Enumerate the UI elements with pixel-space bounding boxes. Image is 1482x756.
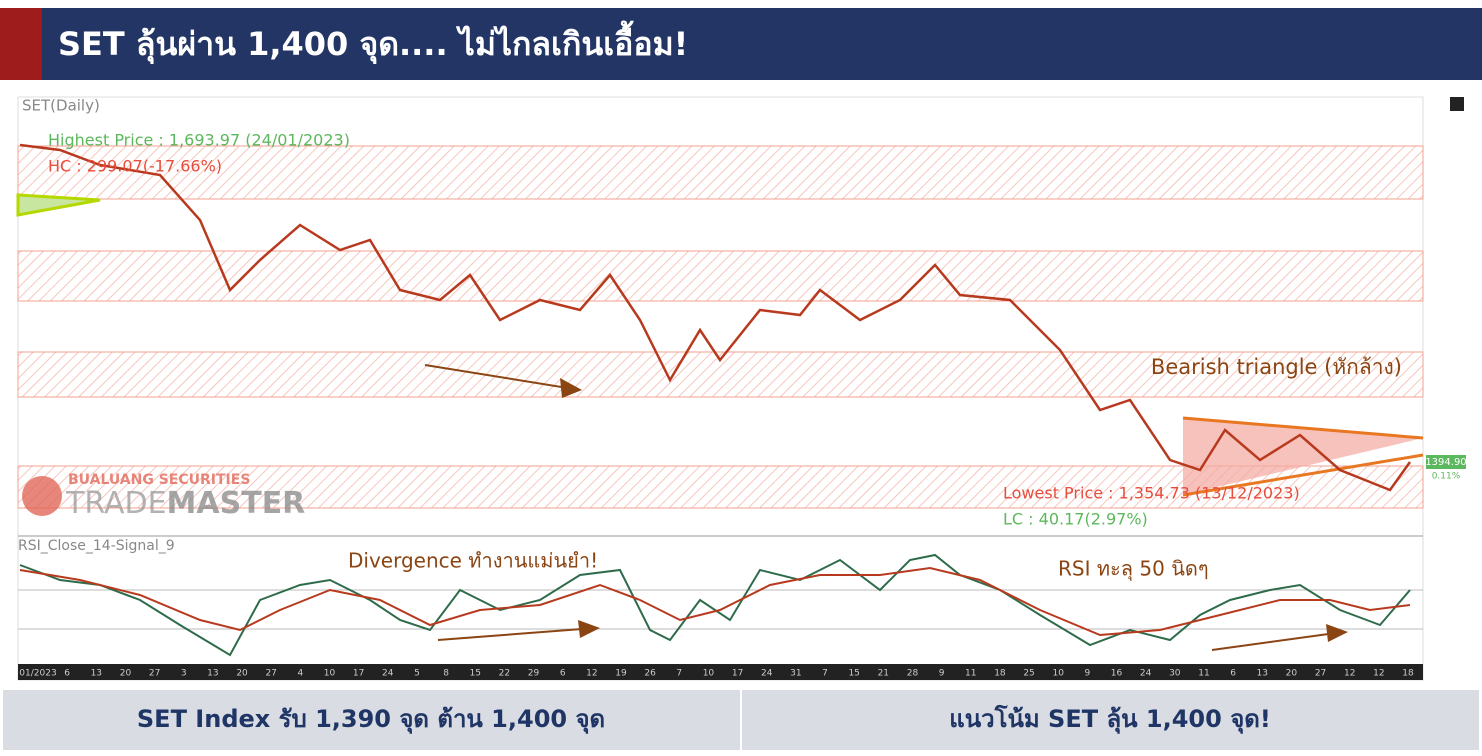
x-tick-label: 20 [1286,669,1298,679]
x-tick-label: 13 [91,669,102,679]
annotation: LC : 40.17(2.97%) [1003,510,1148,529]
x-tick-label: 18 [994,669,1006,679]
x-tick-label: 24 [761,669,773,679]
x-tick-label: 20 [120,669,132,679]
x-tick-label: 12 [1373,669,1384,679]
panel-label: SET(Daily) [22,97,100,115]
x-tick-label: 7 [822,669,828,679]
x-tick-label: 15 [848,669,859,679]
logo-company: BUALUANG SECURITIES [68,472,250,488]
logo-brand: TRADEMASTER [65,486,305,521]
footer-cell [3,690,740,750]
arrowhead [1326,624,1348,642]
x-tick-label: 27 [149,669,160,679]
x-tick-label: 01/2023 [19,669,56,679]
arrow [424,364,581,391]
price-tag-bg [1426,455,1466,469]
rsi-line [19,553,1411,657]
annotation: RSI ทะลุ 50 นิดๆ [1058,557,1209,582]
x-tick-label: 12 [586,669,597,679]
x-tick-label: 16 [1111,669,1123,679]
x-tick-label: 15 [470,669,481,679]
arrowhead [578,620,600,638]
arrow [437,627,596,641]
header-bar [0,8,1482,80]
x-tick-label: 6 [64,669,70,679]
x-tick-label: 18 [1402,669,1414,679]
x-tick-label: 9 [1084,669,1090,679]
x-tick-label: 19 [615,669,627,679]
x-tick-label: 25 [1023,669,1034,679]
x-tick-label: 11 [965,669,976,679]
annotation: Divergence ทำงานแม่นยำ! [348,549,598,573]
annotation: HC : 299.07(-17.66%) [48,157,222,176]
rsi-signal [19,566,1411,637]
x-tick-label: 12 [1344,669,1355,679]
x-tick-label: 5 [414,669,420,679]
band [17,250,1424,302]
x-tick-label: 17 [353,669,364,679]
x-tick-label: 27 [1315,669,1326,679]
annotation: Bearish triangle (หักล้าง) [1151,355,1402,379]
x-tick-label: 13 [1257,669,1268,679]
x-tick-label: 20 [236,669,248,679]
x-tick-label: 8 [443,669,449,679]
x-tick-label: 10 [324,669,336,679]
band [17,145,1424,200]
x-tick-label: 31 [790,669,801,679]
header-accent [0,8,42,80]
footer-text: แนวโน้ม SET ลุ้น 1,400 จุด! [949,704,1271,735]
x-tick-label: 24 [1140,669,1152,679]
close-button[interactable] [1450,97,1464,111]
x-tick-label: 10 [1052,669,1064,679]
wedge [16,193,101,217]
header-title: SET ลุ้นผ่าน 1,400 จุด.... ไม่ไกลเกินเอื… [58,20,688,65]
x-tick-label: 26 [644,669,656,679]
footer-cell [742,690,1479,750]
x-tick-label: 9 [939,669,945,679]
change-tag: 0.11% [1432,472,1461,482]
price-line [19,143,1412,492]
x-tick-label: 29 [528,669,540,679]
triangle [1183,418,1423,495]
x-tick-label: 24 [382,669,394,679]
triangle-edge [1182,453,1424,497]
logo-brand-b: MASTER [167,486,306,521]
x-tick-label: 11 [1198,669,1209,679]
logo: BUALUANG SECURITIES TRADEMASTER [22,472,305,521]
x-tick-label: 17 [732,669,743,679]
logo-mark [22,476,62,516]
price-tag: 1394.90 [1425,457,1466,468]
x-tick-label: 13 [207,669,218,679]
annotation: Lowest Price : 1,354.73 (13/12/2023) [1003,484,1300,503]
x-tick-label: 6 [1230,669,1236,679]
arrowhead [560,378,582,398]
annotation: Highest Price : 1,693.97 (24/01/2023) [48,131,350,150]
triangle-edge [1182,416,1424,440]
x-tick-label: 6 [560,669,566,679]
x-tick-label: 27 [265,669,276,679]
logo-brand-a: TRADE [65,486,167,521]
x-tick-label: 3 [181,669,187,679]
x-axis-labels: 01/2023 6 13 20 27 3 13 20 27 4 10 17 24 5 8 15 22 29 6 12 1… [19,669,1414,679]
x-tick-label: 28 [907,669,919,679]
x-tick-label: 30 [1169,669,1181,679]
footer-text: SET Index รับ 1,390 จุด ต้าน 1,400 จุด [137,705,605,735]
x-tick-label: 7 [676,669,682,679]
x-tick-label: 22 [499,669,510,679]
arrow [1211,631,1344,651]
x-tick-label: 21 [878,669,889,679]
rsi-label: RSI_Close_14-Signal_9 [18,538,175,554]
x-tick-label: 10 [703,669,715,679]
x-tick-label: 4 [297,669,303,679]
x-axis [18,664,1423,680]
